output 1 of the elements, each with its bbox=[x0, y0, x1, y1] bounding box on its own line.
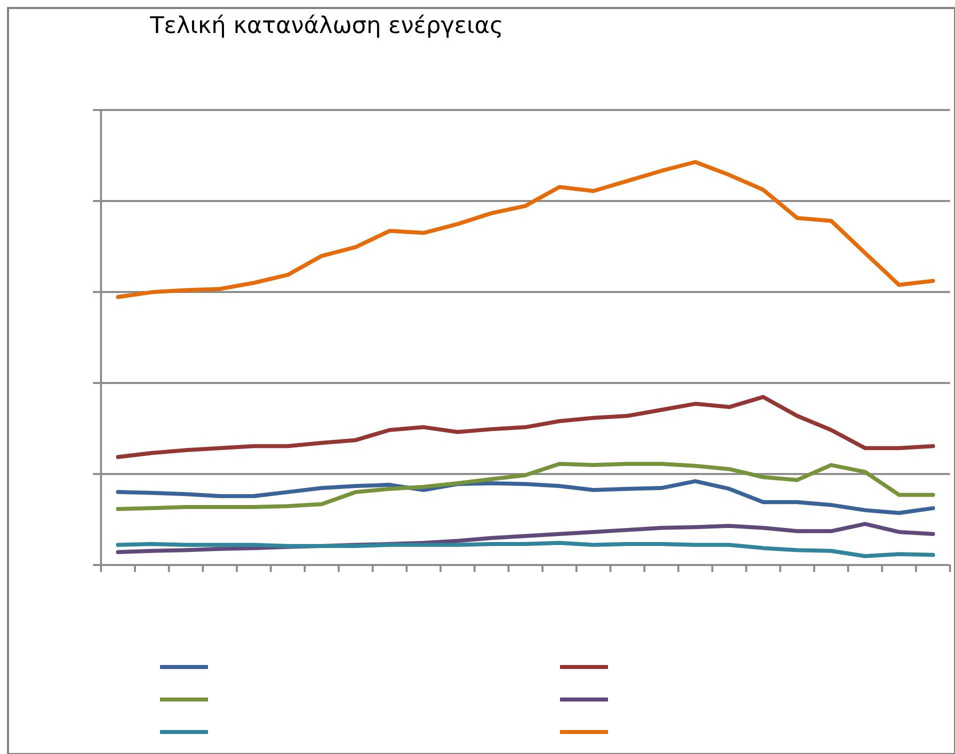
chart-title: Τελική κατανάλωση ενέργειας bbox=[149, 13, 504, 39]
